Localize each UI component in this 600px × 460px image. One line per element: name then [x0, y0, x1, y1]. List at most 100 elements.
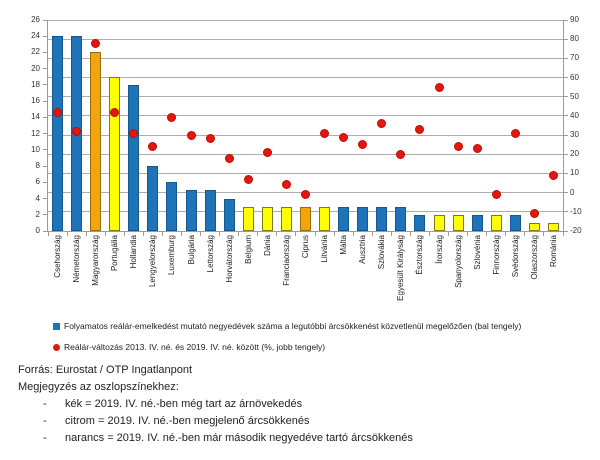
x-axis-category-label: Hollandia — [129, 235, 139, 269]
y-axis-right-tick — [564, 96, 568, 98]
x-axis-category-label: Szlovákia — [377, 235, 387, 270]
note-bullet-lemon-text: citrom = 2019. IV. né.-ben megjelenő árc… — [65, 415, 310, 427]
scatter-dot — [243, 174, 253, 184]
scatter-dot — [358, 140, 368, 150]
x-axis-category-label: Portugália — [110, 235, 120, 272]
scatter-dot — [224, 153, 234, 163]
scatter-dot — [53, 107, 63, 117]
x-axis-tick — [104, 232, 106, 236]
scatter-dot — [472, 144, 482, 154]
x-axis-tick — [562, 232, 564, 236]
y-axis-right-tick-label: 90 — [570, 15, 579, 24]
x-axis-category-label: Horvátország — [224, 235, 234, 283]
bar — [109, 76, 121, 231]
bar-series-legend-label: Folyamatos reálár-emelkedést mutató negy… — [64, 321, 522, 331]
y-axis-left-tick-label: 10 — [31, 144, 40, 154]
y-axis-right-tick — [564, 230, 568, 232]
scatter-dot — [91, 38, 101, 48]
x-axis-tick — [524, 232, 526, 236]
x-axis-tick — [161, 232, 163, 236]
bar — [452, 214, 464, 231]
y-axis-right-tick-label: 80 — [570, 34, 579, 44]
scatter-dot — [434, 82, 444, 92]
bar — [204, 190, 216, 231]
scatter-dot — [281, 180, 291, 190]
y-axis-left-tick — [43, 181, 47, 183]
x-axis-tick — [390, 232, 392, 236]
bar — [90, 52, 102, 231]
source-line: Forrás: Eurostat / OTP Ingatlanpont — [18, 364, 193, 376]
bar — [261, 206, 273, 231]
notes: Forrás: Eurostat / OTP Ingatlanpont Megj… — [18, 364, 588, 449]
bar — [52, 36, 64, 231]
note-bullet-orange: - narancs = 2019. IV. né.-ben már második… — [18, 432, 588, 445]
x-axis-tick — [47, 232, 49, 236]
x-axis-tick — [428, 232, 430, 236]
legend-row-bars: Folyamatos reálár-emelkedést mutató negy… — [53, 321, 521, 331]
scatter-dot — [148, 142, 158, 152]
y-axis-left-tick-label: 12 — [31, 128, 40, 138]
scatter-dot — [510, 128, 520, 138]
scatter-dot — [167, 113, 177, 123]
note-bullet-blue-text: kék = 2019. IV. né.-ben még tart az árnö… — [65, 398, 303, 410]
y-axis-right-tick — [564, 57, 568, 59]
y-axis-right-tick — [564, 77, 568, 79]
x-axis-category-label: Luxemburg — [167, 235, 177, 276]
x-axis-tick — [314, 232, 316, 236]
y-axis-right-tick-label: 30 — [570, 130, 579, 140]
note-bullet-orange-text: narancs = 2019. IV. né.-ben már második … — [65, 432, 413, 444]
x-axis-tick — [238, 232, 240, 236]
scatter-dot — [129, 128, 139, 138]
scatter-series-legend-marker — [53, 343, 60, 351]
gridline — [48, 134, 563, 136]
y-axis-left-tick-label: 26 — [31, 15, 40, 24]
bar — [166, 182, 178, 231]
x-axis-category-label: Spanyolország — [453, 235, 463, 288]
x-axis-category-label: Ausztria — [358, 235, 368, 264]
scatter-dot — [396, 149, 406, 159]
y-axis-right-tick — [564, 211, 568, 213]
scatter-dot — [529, 209, 539, 219]
bar — [147, 166, 159, 231]
bar-series-legend-marker — [53, 322, 60, 330]
y-axis-right-tick-label: 0 — [570, 187, 575, 197]
y-axis-right-tick-label: 10 — [570, 168, 579, 178]
bar — [338, 206, 350, 231]
y-axis-right-line — [563, 20, 564, 232]
y-axis-left-tick-label: 18 — [31, 79, 40, 89]
x-axis-category-label: Lengyelország — [148, 235, 158, 288]
x-axis-tick — [467, 232, 469, 236]
bar — [185, 190, 197, 231]
x-axis-category-label: Franciaország — [281, 235, 291, 286]
scatter-dot — [491, 190, 501, 200]
y-axis-left-tick — [43, 133, 47, 135]
y-axis-left-tick-label: 6 — [35, 177, 40, 187]
x-axis-tick — [371, 232, 373, 236]
x-axis-tick — [200, 232, 202, 236]
y-axis-left-tick — [43, 165, 47, 167]
x-axis-category-label: Lettország — [205, 235, 215, 273]
gridline — [48, 153, 563, 155]
y-axis-right-tick-label: 50 — [570, 91, 579, 101]
scatter-dot — [339, 132, 349, 142]
scatter-series-legend-label: Reálár-változás 2013. IV. né. és 2019. I… — [64, 342, 326, 352]
x-axis-category-label: Magyarország — [91, 235, 101, 286]
x-axis-tick — [181, 232, 183, 236]
y-axis-left-tick — [43, 68, 47, 70]
x-axis-category-label: Egyesült Királyság — [396, 235, 406, 301]
scatter-dot — [415, 124, 425, 134]
bar — [509, 214, 521, 231]
x-axis-category-label: Írország — [434, 235, 444, 264]
y-axis-left-tick — [43, 198, 47, 200]
y-axis-left-tick-label: 24 — [31, 31, 40, 41]
x-axis-category-label: Csehország — [53, 235, 63, 278]
y-axis-left-tick — [43, 149, 47, 151]
chart-legend: Folyamatos reálár-emelkedést mutató negy… — [53, 321, 521, 363]
x-axis-tick — [142, 232, 144, 236]
x-axis-tick — [448, 232, 450, 236]
y-axis-left-tick — [43, 100, 47, 102]
y-axis-right-tick — [564, 115, 568, 117]
gridline — [48, 172, 563, 174]
y-axis-left-tick — [43, 51, 47, 53]
y-axis-right-tick — [564, 134, 568, 136]
